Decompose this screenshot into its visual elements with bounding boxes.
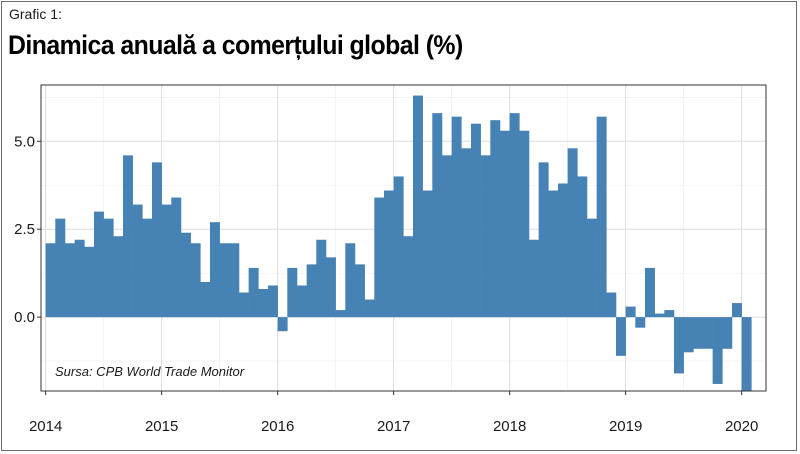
source-note: Sursa: CPB World Trade Monitor (55, 364, 245, 379)
bar (606, 292, 617, 318)
x-tick-label: 2017 (377, 418, 410, 435)
bar (93, 211, 104, 318)
bar (55, 218, 66, 318)
bar (190, 243, 201, 318)
bar (528, 239, 539, 318)
bar (683, 317, 694, 353)
bar (741, 317, 752, 391)
bar (335, 310, 346, 318)
bar (712, 317, 723, 384)
bar (403, 236, 414, 318)
bar (267, 285, 278, 318)
bar (84, 246, 95, 318)
bar (490, 120, 501, 318)
x-tick-label: 2020 (725, 418, 758, 435)
bar (731, 303, 742, 318)
bar (151, 162, 162, 318)
bar (122, 155, 133, 318)
chart-title: Dinamica anuală a comerțului global (%) (8, 30, 463, 60)
bar (142, 218, 153, 318)
bar (635, 317, 646, 328)
bar (296, 285, 307, 318)
bar (354, 264, 365, 318)
bar (316, 239, 327, 318)
figure-label: Grafic 1: (9, 6, 62, 22)
bar (161, 204, 172, 318)
bar (461, 148, 472, 318)
y-tick-label: 5.0 (14, 133, 35, 150)
bar (287, 267, 298, 318)
bar (219, 243, 230, 318)
bar (277, 317, 288, 332)
bar (432, 113, 443, 318)
bar (441, 155, 452, 318)
y-tick-label: 2.5 (14, 221, 35, 238)
bar (45, 243, 56, 318)
bar (722, 317, 733, 349)
bar (383, 190, 394, 318)
bar (654, 313, 665, 318)
x-axis: 2014 2015 2016 2017 2018 2019 2020 (29, 391, 758, 435)
bar (644, 267, 655, 318)
bar (200, 281, 211, 318)
plot-border (40, 84, 767, 392)
bar (325, 257, 336, 318)
bar (64, 243, 75, 318)
bar (509, 113, 520, 318)
bar (248, 267, 259, 318)
bar (499, 130, 510, 318)
bar (625, 306, 636, 318)
bar (538, 162, 549, 318)
bar (664, 310, 675, 318)
bar (567, 148, 578, 318)
bar (412, 95, 423, 318)
bar (393, 176, 404, 318)
bar (180, 232, 191, 318)
bar (171, 197, 182, 318)
y-axis: 0.0 2.5 5.0 (14, 133, 41, 326)
bar (364, 299, 375, 318)
x-tick-label: 2018 (493, 418, 526, 435)
bar (702, 317, 713, 349)
bar (557, 183, 568, 318)
bar (103, 218, 114, 318)
bar (258, 289, 269, 318)
bar (470, 123, 481, 318)
bar (113, 236, 124, 318)
bar (519, 130, 530, 318)
bar (451, 116, 462, 318)
bars (45, 95, 752, 391)
bar (229, 243, 240, 318)
bar (306, 264, 317, 318)
bar (345, 243, 356, 318)
bar (74, 239, 85, 318)
bar (374, 197, 385, 318)
y-tick-label: 0.0 (14, 309, 35, 326)
x-tick-label: 2019 (609, 418, 642, 435)
bar (615, 317, 626, 356)
bar (132, 204, 143, 318)
x-tick-label: 2016 (261, 418, 294, 435)
x-tick-label: 2014 (29, 418, 62, 435)
bar (548, 190, 559, 318)
bar (586, 218, 597, 318)
bar (209, 222, 220, 318)
bar (577, 176, 588, 318)
bar (693, 317, 704, 349)
x-tick-label: 2015 (145, 418, 178, 435)
bar (596, 116, 607, 318)
bar (238, 292, 249, 318)
bar (422, 190, 433, 318)
bar (673, 317, 684, 374)
bar (480, 155, 491, 318)
